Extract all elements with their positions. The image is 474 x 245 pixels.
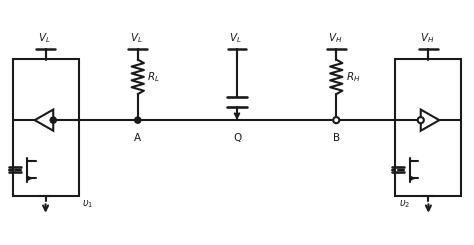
Circle shape (333, 117, 339, 123)
Circle shape (50, 117, 56, 123)
Text: $υ_1$: $υ_1$ (82, 198, 93, 210)
Bar (395, 59, 462, 196)
Text: $V_H$: $V_H$ (420, 31, 434, 45)
Text: Q: Q (233, 133, 241, 143)
Text: $V_L$: $V_L$ (229, 31, 242, 45)
Text: $R_L$: $R_L$ (147, 70, 160, 84)
Circle shape (135, 117, 141, 123)
Text: A: A (134, 133, 141, 143)
Text: $R_H$: $R_H$ (346, 70, 360, 84)
Text: $V_L$: $V_L$ (130, 31, 143, 45)
Text: B: B (333, 133, 340, 143)
Bar (12, 59, 79, 196)
Text: $υ_2$: $υ_2$ (399, 198, 410, 210)
Text: $V_H$: $V_H$ (328, 31, 342, 45)
Text: $V_L$: $V_L$ (38, 31, 51, 45)
Circle shape (418, 117, 424, 123)
